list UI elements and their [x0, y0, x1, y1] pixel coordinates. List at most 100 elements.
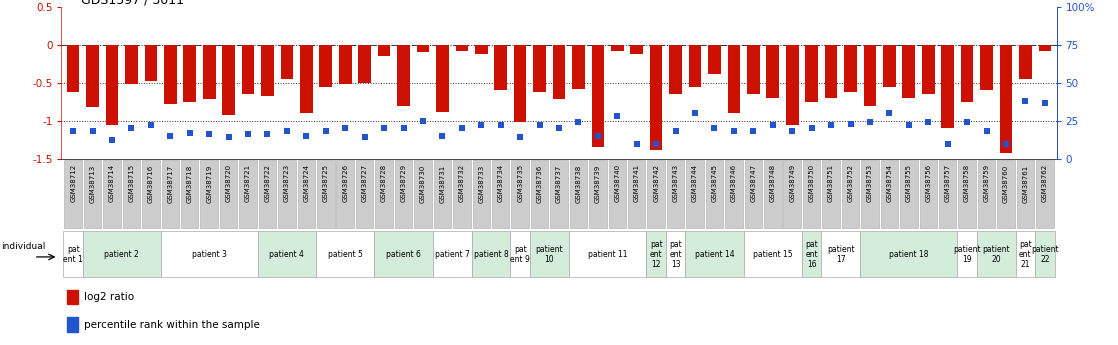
Point	[724, 129, 742, 134]
Bar	[844, 45, 856, 92]
FancyBboxPatch shape	[278, 160, 295, 228]
FancyBboxPatch shape	[666, 231, 685, 277]
Bar	[222, 45, 235, 116]
Text: GDS1597 / 3011: GDS1597 / 3011	[82, 0, 184, 7]
Text: GSM38739: GSM38739	[595, 164, 600, 203]
Text: GSM38757: GSM38757	[945, 164, 950, 203]
Point	[705, 126, 723, 131]
FancyBboxPatch shape	[743, 231, 802, 277]
Text: GSM38717: GSM38717	[168, 164, 173, 203]
Bar	[689, 45, 701, 87]
Point	[842, 121, 860, 127]
Point	[764, 122, 781, 128]
Text: patient
22: patient 22	[1031, 245, 1059, 264]
Bar	[922, 45, 935, 94]
Bar	[631, 45, 643, 54]
FancyBboxPatch shape	[881, 160, 898, 228]
Bar	[514, 45, 527, 122]
Text: GSM38716: GSM38716	[148, 164, 154, 203]
Bar	[86, 45, 98, 107]
Point	[161, 133, 179, 139]
FancyBboxPatch shape	[375, 231, 433, 277]
Point	[608, 114, 626, 119]
Text: patient
17: patient 17	[827, 245, 854, 264]
Point	[453, 126, 471, 131]
Point	[881, 110, 899, 116]
Point	[900, 122, 918, 128]
FancyBboxPatch shape	[414, 160, 432, 228]
Text: GSM38737: GSM38737	[556, 164, 562, 203]
FancyBboxPatch shape	[200, 160, 218, 228]
Bar	[455, 45, 468, 51]
Text: GSM38761: GSM38761	[1023, 164, 1029, 203]
Text: GSM38712: GSM38712	[70, 164, 76, 203]
Bar	[494, 45, 508, 90]
Text: GSM38735: GSM38735	[518, 164, 523, 203]
Text: GSM38738: GSM38738	[576, 164, 581, 203]
Bar	[767, 45, 779, 98]
Text: GSM38759: GSM38759	[984, 164, 989, 203]
Text: GSM38718: GSM38718	[187, 164, 192, 203]
Text: log2 ratio: log2 ratio	[84, 292, 134, 302]
FancyBboxPatch shape	[685, 231, 743, 277]
FancyBboxPatch shape	[628, 160, 645, 228]
Text: patient 3: patient 3	[192, 250, 227, 259]
Bar	[591, 45, 604, 147]
FancyBboxPatch shape	[161, 231, 258, 277]
Bar	[359, 45, 371, 83]
Text: patient 4: patient 4	[269, 250, 304, 259]
Bar	[610, 45, 624, 51]
Point	[1036, 100, 1054, 105]
FancyBboxPatch shape	[957, 231, 977, 277]
Point	[686, 110, 704, 116]
Text: patient 2: patient 2	[104, 250, 139, 259]
Bar	[728, 45, 740, 113]
FancyBboxPatch shape	[473, 160, 490, 228]
Bar	[786, 45, 798, 125]
Text: GSM38752: GSM38752	[847, 164, 853, 203]
FancyBboxPatch shape	[666, 160, 684, 228]
Text: GSM38713: GSM38713	[89, 164, 95, 203]
Bar	[572, 45, 585, 89]
Text: GSM38721: GSM38721	[245, 164, 252, 203]
FancyBboxPatch shape	[1035, 231, 1054, 277]
Text: pat
ent
12: pat ent 12	[650, 239, 663, 269]
FancyBboxPatch shape	[861, 160, 879, 228]
Text: GSM38714: GSM38714	[110, 164, 115, 203]
Text: GSM38740: GSM38740	[614, 164, 620, 203]
Point	[977, 129, 995, 134]
FancyBboxPatch shape	[860, 231, 957, 277]
FancyBboxPatch shape	[977, 231, 1015, 277]
Point	[103, 138, 121, 143]
Point	[511, 135, 529, 140]
Point	[258, 132, 276, 137]
FancyBboxPatch shape	[822, 231, 860, 277]
FancyBboxPatch shape	[647, 160, 665, 228]
Bar	[417, 45, 429, 52]
FancyBboxPatch shape	[453, 160, 471, 228]
Point	[181, 130, 199, 136]
Text: GSM38731: GSM38731	[439, 164, 445, 203]
Point	[997, 141, 1015, 146]
FancyBboxPatch shape	[997, 160, 1015, 228]
Point	[434, 133, 452, 139]
Text: GSM38762: GSM38762	[1042, 164, 1048, 203]
Text: GSM38744: GSM38744	[692, 164, 698, 203]
FancyBboxPatch shape	[84, 160, 102, 228]
Text: patient 11: patient 11	[588, 250, 627, 259]
Text: pat
ent 1: pat ent 1	[64, 245, 83, 264]
Point	[861, 119, 879, 125]
Text: GSM38749: GSM38749	[789, 164, 795, 203]
Text: pat
ent
13: pat ent 13	[670, 239, 682, 269]
Text: patient 6: patient 6	[386, 250, 421, 259]
FancyBboxPatch shape	[939, 160, 956, 228]
FancyBboxPatch shape	[220, 160, 237, 228]
Point	[278, 129, 296, 134]
FancyBboxPatch shape	[900, 160, 918, 228]
FancyBboxPatch shape	[239, 160, 257, 228]
Bar	[125, 45, 138, 84]
FancyBboxPatch shape	[356, 160, 373, 228]
Point	[356, 135, 373, 140]
Text: GSM38756: GSM38756	[926, 164, 931, 203]
Point	[958, 119, 976, 125]
